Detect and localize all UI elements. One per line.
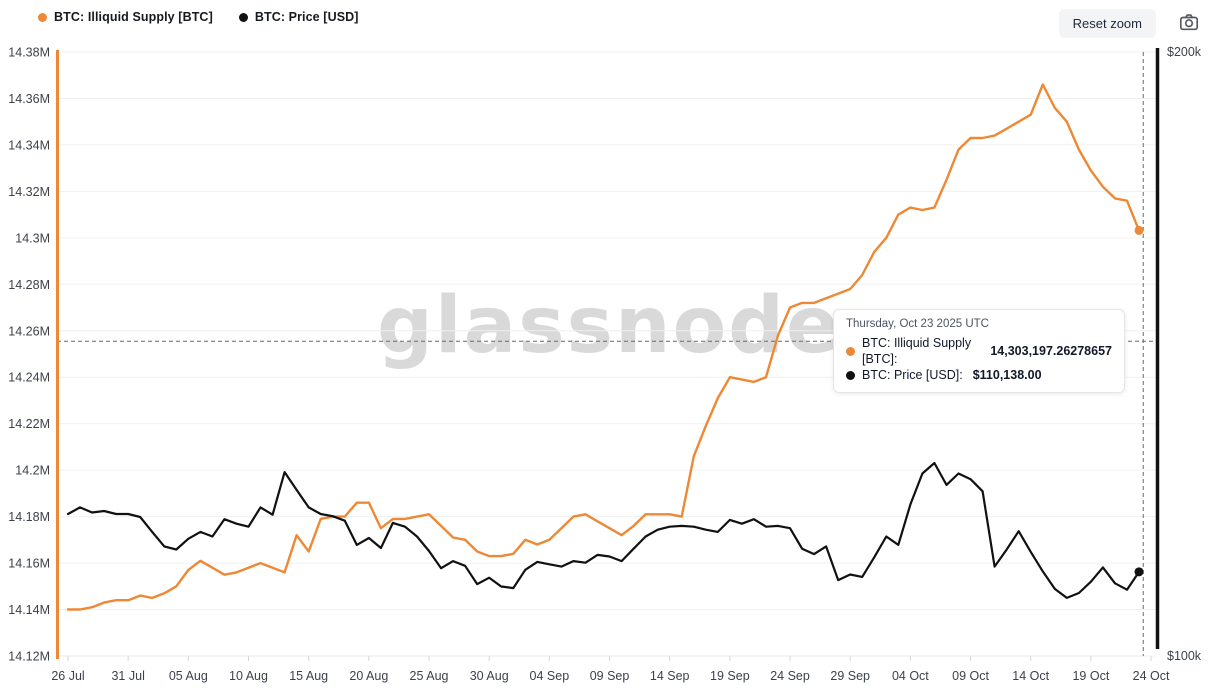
- x-axis-tick-label: 05 Aug: [169, 669, 208, 683]
- illiquid-supply-line: [66, 83, 1141, 611]
- tooltip-row-price: BTC: Price [USD]: $110,138.00: [846, 367, 1112, 383]
- x-axis-tick-label: 29 Sep: [830, 669, 870, 683]
- x-axis-tick-label: 04 Sep: [530, 669, 570, 683]
- series-marker-black-icon: [846, 370, 855, 380]
- y-axis-left-tick-label: 14.12M: [8, 650, 50, 664]
- legend-item-illiquid-supply[interactable]: BTC: Illiquid Supply [BTC]: [38, 10, 213, 24]
- y-axis-right-tick-label: $100k: [1167, 649, 1202, 663]
- y-axis-right-tick-label: $200k: [1167, 45, 1202, 59]
- y-axis-left-tick-label: 14.16M: [8, 557, 50, 571]
- x-axis-tick-label: 24 Oct: [1133, 669, 1170, 683]
- price-point-marker: [1134, 567, 1144, 577]
- y-axis-left-tick-label: 14.22M: [8, 417, 50, 431]
- x-axis-tick-label: 10 Aug: [229, 669, 268, 683]
- x-axis-tick-label: 31 Jul: [111, 669, 144, 683]
- legend-label: BTC: Illiquid Supply [BTC]: [54, 10, 213, 24]
- legend: BTC: Illiquid Supply [BTC] BTC: Price [U…: [38, 10, 359, 24]
- tooltip-row-illiquid-supply: BTC: Illiquid Supply [BTC]: 14,303,197.2…: [846, 335, 1112, 367]
- x-axis-tick-label: 14 Oct: [1012, 669, 1049, 683]
- x-axis-tick-label: 24 Sep: [770, 669, 810, 683]
- x-axis-tick-label: 19 Sep: [710, 669, 750, 683]
- legend-marker-black-icon: [238, 12, 248, 22]
- camera-icon[interactable]: [1179, 13, 1199, 31]
- legend-item-price[interactable]: BTC: Price [USD]: [238, 10, 359, 24]
- y-axis-left-tick-label: 14.14M: [8, 603, 50, 617]
- y-axis-left-tick-label: 14.26M: [8, 324, 50, 338]
- illiquid-supply-point-marker: [1134, 225, 1144, 235]
- tooltip-value: $110,138.00: [972, 368, 1042, 382]
- y-axis-left-tick-label: 14.2M: [15, 464, 50, 478]
- y-axis-left-tick-label: 14.24M: [8, 371, 50, 385]
- series-marker-orange-icon: [846, 346, 855, 356]
- y-axis-left-tick-label: 14.36M: [8, 92, 50, 106]
- y-axis-left-tick-label: 14.18M: [8, 510, 50, 524]
- x-axis-tick-label: 09 Oct: [952, 669, 989, 683]
- x-axis-tick-label: 04 Oct: [892, 669, 929, 683]
- x-axis-tick-label: 25 Aug: [410, 669, 449, 683]
- x-axis-tick-label: 19 Oct: [1072, 669, 1109, 683]
- x-axis-tick-label: 20 Aug: [349, 669, 388, 683]
- x-axis-tick-label: 30 Aug: [470, 669, 509, 683]
- tooltip-date: Thursday, Oct 23 2025 UTC: [846, 318, 989, 330]
- tooltip: Thursday, Oct 23 2025 UTC BTC: Illiquid …: [833, 309, 1125, 393]
- y-axis-left-tick-label: 14.34M: [8, 138, 50, 152]
- price-line: [66, 461, 1141, 600]
- y-axis-left-tick-label: 14.28M: [8, 278, 50, 292]
- x-axis-tick-label: 26 Jul: [51, 669, 84, 683]
- y-axis-left-tick-label: 14.38M: [8, 46, 50, 60]
- glassnode-watermark: glassnode: [377, 281, 841, 371]
- reset-zoom-button[interactable]: Reset zoom: [1058, 9, 1156, 38]
- y-axis-left-tick-label: 14.3M: [15, 231, 50, 245]
- x-axis-tick-label: 09 Sep: [590, 669, 630, 683]
- y-axis-left-tick-label: 14.32M: [8, 185, 50, 199]
- legend-label: BTC: Price [USD]: [254, 10, 359, 24]
- x-axis-tick-label: 14 Sep: [650, 669, 690, 683]
- tooltip-value: 14,303,197.26278657: [990, 344, 1112, 358]
- x-axis-tick-label: 15 Aug: [289, 669, 328, 683]
- tooltip-label: BTC: Price [USD]:: [862, 368, 963, 382]
- tooltip-label: BTC: Illiquid Supply [BTC]:: [862, 336, 972, 366]
- chart-header: BTC: Illiquid Supply [BTC] BTC: Price [U…: [0, 0, 1215, 46]
- legend-marker-orange-icon: [38, 12, 47, 22]
